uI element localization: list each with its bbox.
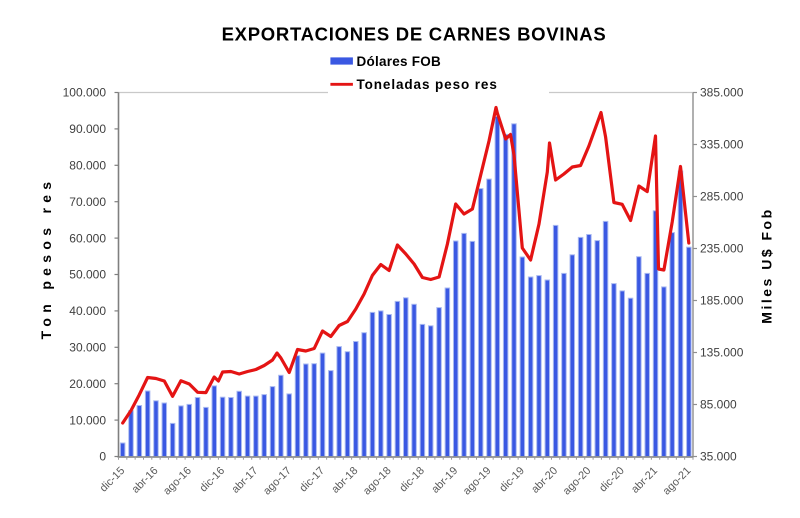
svg-text:Ton pesos res: Ton pesos res — [38, 177, 54, 340]
svg-text:Toneladas peso res: Toneladas peso res — [357, 77, 498, 92]
svg-text:335.000: 335.000 — [700, 138, 744, 152]
svg-text:40.000: 40.000 — [69, 304, 106, 318]
svg-text:70.000: 70.000 — [69, 195, 106, 209]
svg-text:30.000: 30.000 — [69, 341, 106, 355]
svg-text:90.000: 90.000 — [69, 122, 106, 136]
svg-text:100.000: 100.000 — [63, 86, 107, 100]
svg-text:385.000: 385.000 — [700, 86, 744, 100]
svg-text:135.000: 135.000 — [700, 346, 744, 360]
svg-text:Dólares FOB: Dólares FOB — [357, 54, 442, 69]
svg-text:0: 0 — [99, 450, 106, 464]
svg-text:20.000: 20.000 — [69, 377, 106, 391]
svg-text:80.000: 80.000 — [69, 159, 106, 173]
svg-text:50.000: 50.000 — [69, 268, 106, 282]
svg-text:35.000: 35.000 — [700, 450, 737, 464]
svg-text:Miles U$ Fob: Miles U$ Fob — [759, 207, 775, 323]
svg-text:185.000: 185.000 — [700, 294, 744, 308]
svg-text:10.000: 10.000 — [69, 413, 106, 427]
svg-text:85.000: 85.000 — [700, 398, 737, 412]
svg-text:60.000: 60.000 — [69, 231, 106, 245]
svg-text:235.000: 235.000 — [700, 242, 744, 256]
svg-text:285.000: 285.000 — [700, 190, 744, 204]
svg-text:EXPORTACIONES DE CARNES BOVINA: EXPORTACIONES DE CARNES BOVINAS — [222, 24, 607, 45]
